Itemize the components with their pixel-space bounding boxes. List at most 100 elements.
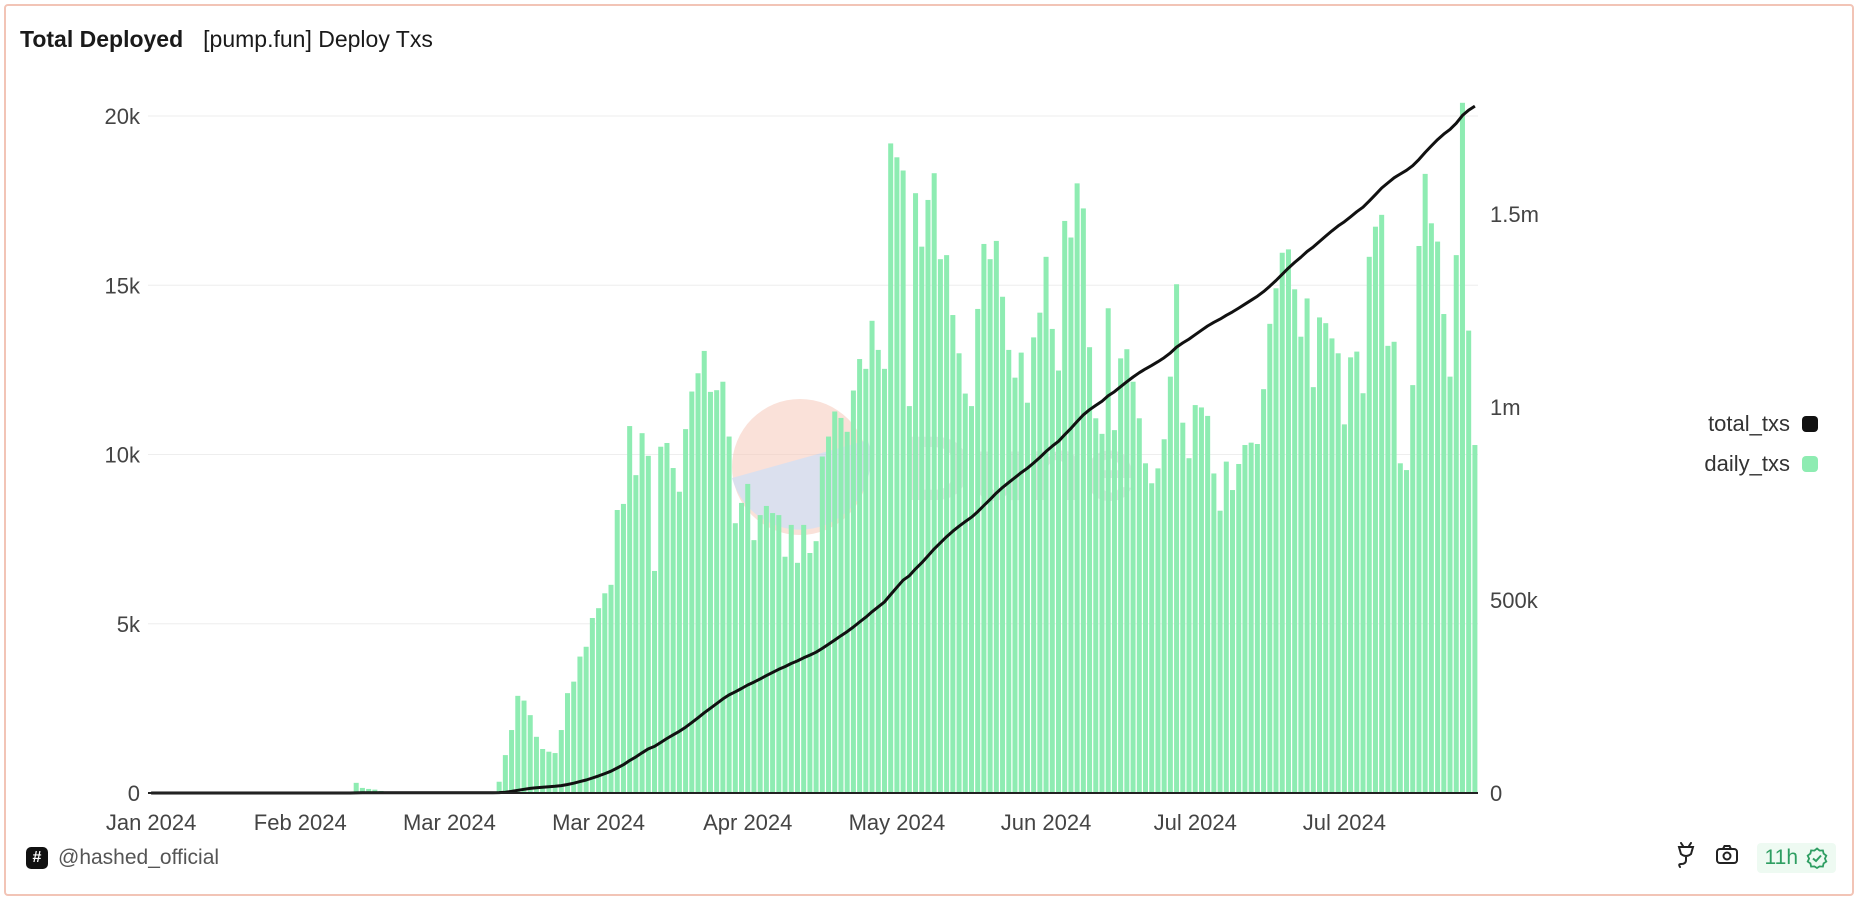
daily-txs-bar[interactable] [645, 455, 651, 793]
daily-txs-bar[interactable] [1062, 220, 1068, 793]
daily-txs-bar[interactable] [1130, 381, 1136, 793]
daily-txs-bar[interactable] [993, 240, 999, 793]
daily-txs-bar[interactable] [670, 468, 676, 793]
camera-icon[interactable] [1715, 844, 1739, 871]
daily-txs-bar[interactable] [1142, 463, 1149, 793]
daily-txs-bar[interactable] [1037, 312, 1043, 793]
daily-txs-bar[interactable] [1049, 328, 1055, 793]
daily-txs-bar[interactable] [496, 781, 502, 793]
daily-txs-bar[interactable] [620, 503, 626, 793]
daily-txs-bar[interactable] [894, 157, 900, 793]
daily-txs-bar[interactable] [770, 513, 776, 793]
daily-txs-bar[interactable] [1093, 418, 1099, 793]
daily-txs-bar[interactable] [1024, 402, 1030, 793]
daily-txs-bar[interactable] [359, 787, 365, 793]
daily-txs-bar[interactable] [589, 617, 595, 793]
legend-item-total-txs[interactable]: total_txs [1704, 404, 1818, 444]
daily-txs-bar[interactable] [614, 510, 620, 793]
daily-txs-bar[interactable] [1155, 468, 1161, 793]
daily-txs-bar[interactable] [701, 350, 707, 793]
daily-txs-bar[interactable] [546, 751, 552, 793]
daily-txs-bar[interactable] [527, 715, 533, 793]
daily-txs-bar[interactable] [1360, 393, 1366, 793]
daily-txs-bar[interactable] [1043, 256, 1049, 793]
daily-txs-bar[interactable] [1416, 245, 1422, 793]
daily-txs-bar[interactable] [1372, 226, 1378, 793]
daily-txs-bar[interactable] [913, 193, 919, 794]
daily-txs-bar[interactable] [863, 368, 869, 793]
daily-txs-bar[interactable] [658, 446, 664, 793]
daily-txs-bar[interactable] [832, 411, 838, 793]
daily-txs-bar[interactable] [1111, 430, 1117, 793]
daily-txs-bar[interactable] [838, 417, 844, 793]
daily-txs-bar[interactable] [558, 730, 564, 793]
daily-txs-bar[interactable] [1404, 470, 1410, 793]
daily-txs-bar[interactable] [1447, 376, 1453, 793]
daily-txs-bar[interactable] [502, 755, 508, 793]
daily-txs-bar[interactable] [633, 475, 639, 793]
daily-txs-bar[interactable] [813, 541, 819, 793]
daily-txs-bar[interactable] [683, 429, 689, 793]
daily-txs-bar[interactable] [676, 491, 682, 793]
daily-txs-bar[interactable] [552, 753, 558, 793]
daily-txs-bar[interactable] [1192, 405, 1198, 793]
daily-txs-bar[interactable] [1391, 341, 1397, 793]
daily-txs-bar[interactable] [521, 700, 527, 793]
daily-txs-bar[interactable] [1242, 445, 1248, 793]
daily-txs-bar[interactable] [596, 608, 602, 793]
daily-txs-bar[interactable] [565, 693, 571, 793]
daily-txs-bar[interactable] [1205, 415, 1211, 793]
daily-txs-bar[interactable] [1410, 385, 1416, 793]
daily-txs-bar[interactable] [881, 368, 887, 793]
daily-txs-bar[interactable] [956, 353, 962, 793]
daily-txs-bar[interactable] [1292, 289, 1298, 793]
daily-txs-bar[interactable] [1323, 323, 1329, 793]
daily-txs-bar[interactable] [1466, 330, 1472, 793]
daily-txs-bar[interactable] [1211, 473, 1217, 793]
daily-txs-bar[interactable] [1310, 387, 1316, 793]
daily-txs-bar[interactable] [1099, 433, 1105, 793]
daily-txs-bar[interactable] [1055, 370, 1061, 793]
daily-txs-bar[interactable] [1149, 483, 1155, 793]
daily-txs-bar[interactable] [1348, 357, 1354, 793]
daily-txs-bar[interactable] [515, 695, 521, 793]
daily-txs-bar[interactable] [950, 315, 956, 793]
daily-txs-bar[interactable] [533, 736, 539, 793]
daily-txs-bar[interactable] [1105, 308, 1111, 793]
daily-txs-bar[interactable] [919, 246, 925, 793]
daily-txs-bar[interactable] [1174, 284, 1180, 793]
daily-txs-bar[interactable] [1472, 445, 1478, 793]
daily-txs-bar[interactable] [975, 308, 981, 793]
daily-txs-bar[interactable] [664, 442, 670, 793]
daily-txs-bar[interactable] [602, 593, 608, 793]
daily-txs-bar[interactable] [1186, 458, 1192, 793]
daily-txs-bar[interactable] [745, 483, 751, 793]
daily-txs-bar[interactable] [1341, 424, 1347, 793]
daily-txs-bar[interactable] [844, 431, 850, 793]
daily-txs-bar[interactable] [1080, 208, 1086, 793]
daily-txs-bar[interactable] [888, 143, 894, 793]
daily-txs-bar[interactable] [1180, 422, 1186, 793]
daily-txs-bar[interactable] [1317, 317, 1323, 793]
daily-txs-bar[interactable] [1385, 345, 1391, 793]
daily-txs-bar[interactable] [1136, 418, 1142, 793]
daily-txs-bar[interactable] [1000, 296, 1006, 793]
daily-txs-bar[interactable] [968, 406, 974, 793]
daily-txs-bar[interactable] [906, 406, 912, 793]
daily-txs-bar[interactable] [1267, 323, 1273, 793]
daily-txs-bar[interactable] [540, 748, 546, 793]
daily-txs-bar[interactable] [1254, 444, 1260, 793]
daily-txs-bar[interactable] [1230, 490, 1236, 793]
daily-txs-bar[interactable] [739, 502, 745, 793]
daily-txs-bar[interactable] [652, 570, 658, 793]
daily-txs-bar[interactable] [1223, 461, 1229, 793]
daily-txs-bar[interactable] [1279, 252, 1285, 793]
daily-txs-bar[interactable] [1068, 237, 1074, 794]
daily-txs-bar[interactable] [1453, 255, 1459, 793]
daily-txs-bar[interactable] [1118, 358, 1124, 793]
daily-txs-bar[interactable] [763, 505, 769, 793]
daily-txs-bar[interactable] [1273, 288, 1279, 793]
daily-txs-bar[interactable] [695, 373, 701, 793]
daily-txs-bar[interactable] [788, 524, 794, 793]
daily-txs-bar[interactable] [857, 359, 863, 793]
